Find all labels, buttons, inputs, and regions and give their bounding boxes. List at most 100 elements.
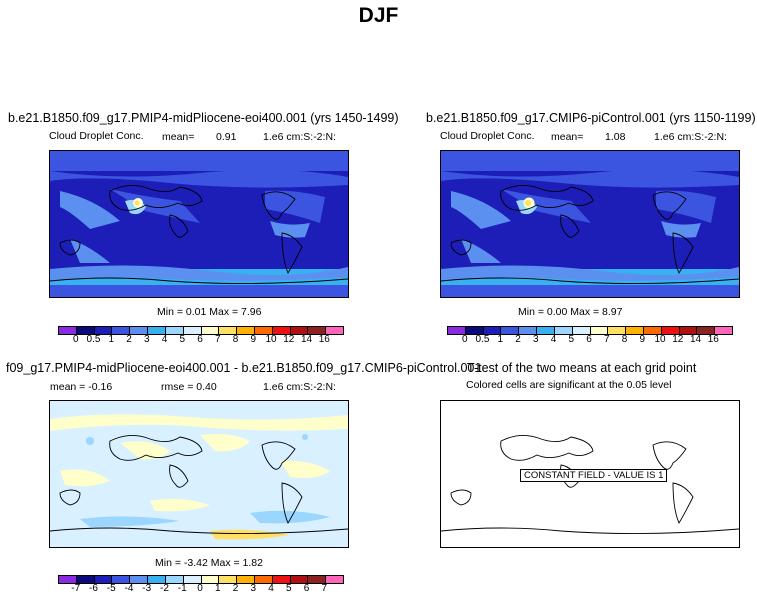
panel-title-top-right: b.e21.B1850.f09_g17.CMIP6-piControl.001 …: [426, 111, 756, 125]
colorbar-top-right-color-cell: [590, 327, 609, 334]
colorbar-top-right-color-cell: [554, 327, 573, 334]
colorbar-top-right-tick-label: 2: [515, 334, 521, 345]
colorbar-bottom-left-color-cell: [94, 576, 113, 583]
colorbar-top-right-color-cell: [465, 327, 484, 334]
colorbar-top-left-color-cell: [272, 327, 291, 334]
colorbar-top-left-tick-label: 0.5: [86, 334, 101, 345]
colorbar-bottom-left-color-cell: [76, 576, 95, 583]
colorbar-top-left-tick-label: 16: [318, 334, 330, 345]
field-label-top-left: Cloud Droplet Conc.: [49, 130, 144, 142]
stats-top-left: Min = 0.01 Max = 7.96: [157, 306, 262, 318]
colorbar-top-left-tick-label: 10: [265, 334, 277, 345]
colorbar-ticks-bottom-left: -7 -6 -5 -4 -3 -2 -1 0 1 2 3 4 5 6 7: [58, 583, 342, 595]
units-top-right: 1.e6 cm:S:-2:N:: [654, 131, 727, 143]
colorbar-bottom-left-color-cell: [237, 576, 255, 583]
colorbar-top-right-tick-label: 4: [550, 334, 557, 345]
colorbar-top-left-tick-label: 4: [161, 334, 168, 345]
colorbar-bottom-left-color-cell: [130, 576, 149, 583]
colorbar-top-right-color-cell: [679, 327, 698, 334]
mean-value-top-left: 0.91: [216, 131, 237, 143]
panel-title-top-left: b.e21.B1850.f09_g17.PMIP4-midPliocene-eo…: [8, 111, 399, 125]
colorbar-top-left-color-cell: [148, 327, 166, 334]
units-top-left: 1.e6 cm:S:-2:N:: [263, 131, 336, 143]
colorbar-top-left-color-cell: [290, 327, 309, 334]
panel-title-bottom-right: T-test of the two means at each grid poi…: [467, 361, 697, 375]
colorbar-top-left-color-cell: [183, 327, 202, 334]
colorbar-top-left-color-cell: [326, 327, 343, 334]
mean-label-top-right: mean=: [551, 131, 584, 143]
colorbar-bottom-left-color-cell: [326, 576, 343, 583]
colorbar-top-right-tick-label: 6: [586, 334, 592, 345]
colorbar-top-left-color-cell: [112, 327, 131, 334]
map-top-right: [440, 150, 740, 298]
colorbar-top-left-color-cell: [59, 327, 77, 334]
colorbar-top-left: [58, 326, 344, 335]
map-bottom-right: CONSTANT FIELD - VALUE IS 1: [440, 400, 740, 548]
map-bottom-left: [49, 400, 349, 548]
colorbar-bottom-left-tick-label: 1: [214, 583, 221, 594]
colorbar-top-right-tick-label: 5: [568, 334, 575, 345]
colorbar-bottom-left-color-cell: [59, 576, 77, 583]
colorbar-top-left-color-cell: [237, 327, 255, 334]
colorbar-top-left-tick-label: 7: [214, 334, 221, 345]
colorbar-bottom-left-color-cell: [254, 576, 273, 583]
colorbar-ticks-top-right: 0 0.5 1 2 3 4 5 6 7 8 9 10 12 14 16: [447, 334, 731, 346]
colorbar-top-left-tick-label: 9: [250, 334, 257, 345]
colorbar-bottom-left-tick-label: -5: [106, 583, 116, 594]
colorbar-top-left-color-cell: [201, 327, 220, 334]
colorbar-top-left-tick-label: 6: [197, 334, 203, 345]
colorbar-top-right-color-cell: [448, 327, 466, 334]
colorbar-top-right-tick-label: 7: [603, 334, 610, 345]
colorbar-top-right-color-cell: [572, 327, 591, 334]
stats-bottom-left: Min = -3.42 Max = 1.82: [155, 557, 263, 569]
colorbar-top-right-tick-label: 9: [639, 334, 646, 345]
colorbar-top-left-tick-label: 0: [72, 334, 79, 345]
colorbar-top-right-color-cell: [608, 327, 627, 334]
colorbar-bottom-left-tick-label: -7: [71, 583, 81, 594]
colorbar-bottom-left-tick-label: 3: [250, 583, 257, 594]
colorbar-bottom-left-tick-label: 4: [268, 583, 274, 594]
colorbar-bottom-left-color-cell: [201, 576, 220, 583]
colorbar-top-right-tick-label: 1: [497, 334, 504, 345]
colorbar-top-left-tick-label: 1: [108, 334, 115, 345]
colorbar-bottom-left-tick-label: 7: [321, 583, 328, 594]
colorbar-top-left-color-cell: [76, 327, 95, 334]
colorbar-bottom-left: [58, 575, 344, 584]
colorbar-top-left-tick-label: 12: [283, 334, 295, 345]
mean-value-top-right: 1.08: [605, 131, 626, 143]
subtitle-bottom-right: Colored cells are significant at the 0.0…: [466, 379, 672, 391]
rmse-text-bottom-left: rmse = 0.40: [161, 381, 217, 393]
colorbar-top-right-tick-label: 14: [689, 334, 702, 345]
constant-field-label: CONSTANT FIELD - VALUE IS 1: [520, 469, 668, 482]
colorbar-top-left-color-cell: [130, 327, 149, 334]
colorbar-bottom-left-color-cell: [183, 576, 202, 583]
colorbar-top-left-color-cell: [94, 327, 113, 334]
colorbar-top-right-color-cell: [697, 327, 716, 334]
colorbar-bottom-left-color-cell: [290, 576, 309, 583]
figure-title: DJF: [358, 4, 399, 27]
colorbar-top-right-tick-label: 3: [532, 334, 539, 345]
colorbar-bottom-left-color-cell: [112, 576, 131, 583]
colorbar-top-right-color-cell: [483, 327, 502, 334]
colorbar-top-right-color-cell: [537, 327, 555, 334]
colorbar-bottom-left-color-cell: [308, 576, 327, 583]
colorbar-top-right-color-cell: [501, 327, 520, 334]
units-bottom-left: 1.e6 cm:S:-2:N:: [263, 381, 336, 393]
colorbar-top-right-color-cell: [519, 327, 538, 334]
panel-title-bottom-left: f09_g17.PMIP4-midPliocene-eoi400.001 - b…: [6, 361, 482, 375]
colorbar-top-right-color-cell: [661, 327, 680, 334]
colorbar-top-right-tick-label: 12: [672, 334, 684, 345]
colorbar-top-right: [447, 326, 733, 335]
colorbar-ticks-top-left: 0 0.5 1 2 3 4 5 6 7 8 9 10 12 14 16: [58, 334, 342, 346]
colorbar-top-left-tick-label: 8: [232, 334, 239, 345]
colorbar-top-right-tick-label: 0: [461, 334, 468, 345]
colorbar-top-right-tick-label: 10: [654, 334, 666, 345]
map-top-left: [49, 150, 349, 298]
colorbar-top-left-color-cell: [165, 327, 184, 334]
colorbar-top-left-tick-label: 3: [143, 334, 150, 345]
colorbar-top-right-color-cell: [643, 327, 662, 334]
colorbar-top-left-color-cell: [308, 327, 327, 334]
colorbar-top-left-color-cell: [254, 327, 273, 334]
colorbar-top-right-tick-label: 16: [707, 334, 719, 345]
colorbar-top-right-tick-label: 0.5: [475, 334, 490, 345]
